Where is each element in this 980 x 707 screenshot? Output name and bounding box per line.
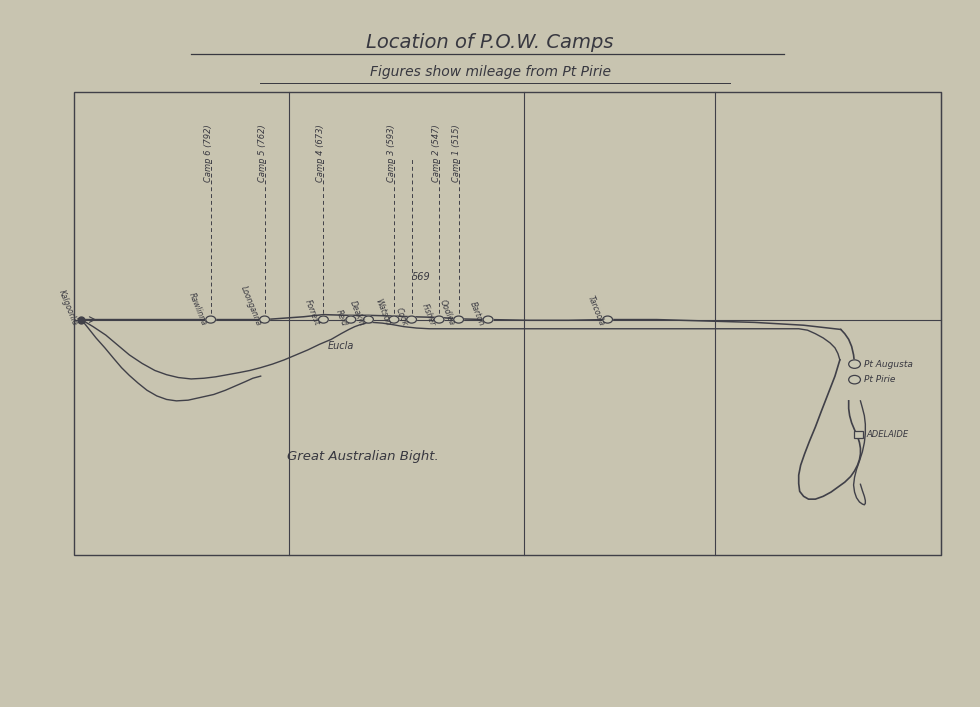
Bar bbox=[74, 92, 941, 555]
Text: Location of P.O.W. Camps: Location of P.O.W. Camps bbox=[367, 33, 613, 52]
Circle shape bbox=[389, 316, 399, 323]
Text: Reid: Reid bbox=[334, 308, 349, 327]
Text: Forrest: Forrest bbox=[303, 299, 321, 327]
Text: Eucla: Eucla bbox=[328, 341, 354, 351]
Text: Great Australian Bight.: Great Australian Bight. bbox=[287, 450, 438, 462]
Text: Kalgoorlie: Kalgoorlie bbox=[57, 288, 79, 327]
Text: Rawlinna: Rawlinna bbox=[187, 291, 209, 327]
Text: Camp 2 (547): Camp 2 (547) bbox=[432, 124, 441, 182]
Circle shape bbox=[849, 375, 860, 384]
Bar bbox=[854, 431, 863, 438]
Circle shape bbox=[260, 316, 270, 323]
Text: Camp 4 (673): Camp 4 (673) bbox=[317, 124, 325, 182]
Text: Cook: Cook bbox=[394, 306, 410, 327]
Circle shape bbox=[434, 316, 444, 323]
Text: Camp 5 (762): Camp 5 (762) bbox=[258, 124, 267, 182]
Text: Deakin: Deakin bbox=[348, 299, 367, 327]
Circle shape bbox=[346, 316, 356, 323]
Circle shape bbox=[318, 316, 328, 323]
Text: Loonganna: Loonganna bbox=[238, 285, 263, 327]
Text: 569: 569 bbox=[412, 272, 431, 282]
Text: Pt Pirie: Pt Pirie bbox=[864, 375, 896, 384]
Text: Camp 3 (593): Camp 3 (593) bbox=[387, 124, 396, 182]
Text: Fisher: Fisher bbox=[420, 303, 437, 327]
Text: Oodlea: Oodlea bbox=[438, 299, 457, 327]
Circle shape bbox=[206, 316, 216, 323]
Text: Watson: Watson bbox=[373, 298, 392, 327]
Text: Camp 6 (792): Camp 6 (792) bbox=[204, 124, 213, 182]
Circle shape bbox=[407, 316, 416, 323]
Text: Pt Augusta: Pt Augusta bbox=[864, 360, 913, 368]
Circle shape bbox=[483, 316, 493, 323]
Text: Figures show mileage from Pt Pirie: Figures show mileage from Pt Pirie bbox=[369, 65, 611, 79]
Text: Barton: Barton bbox=[468, 300, 486, 327]
Text: Tarcoola: Tarcoola bbox=[585, 294, 606, 327]
Circle shape bbox=[364, 316, 373, 323]
Circle shape bbox=[849, 360, 860, 368]
Text: ADELAIDE: ADELAIDE bbox=[866, 431, 908, 439]
Circle shape bbox=[603, 316, 612, 323]
Text: Camp 1 (515): Camp 1 (515) bbox=[452, 124, 461, 182]
Circle shape bbox=[454, 316, 464, 323]
